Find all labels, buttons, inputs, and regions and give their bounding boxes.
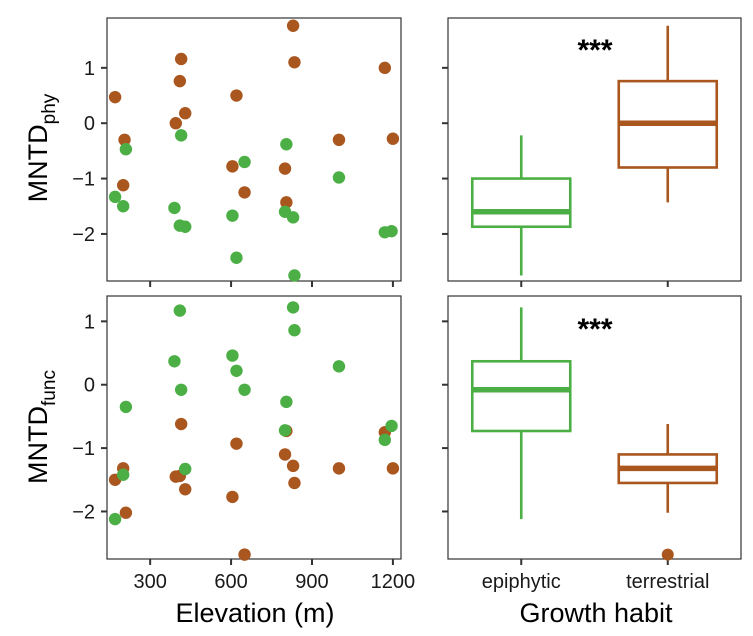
func-scatter-panel: 1 0 −1 −2 300 600 900 1200 bbox=[72, 295, 416, 593]
func-scatter-point-terrestrial bbox=[119, 506, 133, 519]
func-scatter-point-terrestrial bbox=[238, 548, 251, 561]
phy-scatter-point-epiphytic bbox=[238, 155, 251, 169]
func-scatter-point-epiphytic bbox=[173, 304, 187, 317]
func-scatter-point-epiphytic bbox=[378, 433, 392, 447]
func-scatter-border bbox=[106, 295, 402, 560]
y-axis-title-bottom-main: MNTD bbox=[23, 406, 53, 484]
func-box-panel: epiphytic terrestrial bbox=[442, 295, 742, 593]
phy-scatter-point-terrestrial bbox=[174, 52, 188, 66]
func-box-box-epiphytic bbox=[470, 359, 572, 433]
phy-scatter-point-terrestrial bbox=[332, 133, 346, 147]
func-scatter-point-terrestrial bbox=[179, 483, 192, 496]
significance-stars-top: *** bbox=[577, 34, 612, 67]
func-scatter-ytick-label: 0 bbox=[84, 375, 95, 397]
phy-scatter-point-terrestrial bbox=[108, 90, 122, 104]
phy-box-border bbox=[447, 17, 742, 282]
phy-scatter-ytick-label: −2 bbox=[72, 224, 95, 246]
phy-scatter-point-epiphytic bbox=[332, 171, 346, 184]
phy-scatter-panel: 1 0 −1 −2 bbox=[72, 17, 402, 287]
func-scatter-point-terrestrial bbox=[332, 462, 346, 475]
phy-scatter-point-terrestrial bbox=[386, 132, 400, 145]
func-scatter-point-epiphytic bbox=[108, 512, 122, 526]
x-axis-title-elevation: Elevation (m) bbox=[175, 598, 334, 628]
panels: 1 0 −1 −2 1 0 −1 −2 300 600 900 1200 epiphytic terres… bbox=[72, 17, 742, 593]
phy-scatter-point-terrestrial bbox=[169, 117, 182, 130]
phy-scatter-point-terrestrial bbox=[179, 107, 192, 120]
phy-scatter-point-terrestrial bbox=[278, 162, 292, 175]
func-box-xtick-label: epiphytic bbox=[482, 571, 561, 593]
phy-scatter-point-terrestrial bbox=[280, 196, 293, 209]
phy-scatter-point-epiphytic bbox=[168, 201, 181, 215]
func-scatter-point-epiphytic bbox=[179, 462, 192, 476]
func-scatter-point-epiphytic bbox=[286, 301, 300, 314]
y-axis-title-bottom-sub: func bbox=[39, 370, 60, 406]
phy-scatter-point-epiphytic bbox=[226, 209, 239, 222]
phy-scatter-point-terrestrial bbox=[288, 56, 301, 69]
phy-scatter-point-terrestrial bbox=[238, 186, 251, 199]
func-scatter-point-terrestrial bbox=[288, 476, 301, 490]
phy-scatter-border bbox=[106, 17, 402, 282]
func-scatter-point-epiphytic bbox=[174, 383, 188, 396]
func-scatter-xtick-label: 600 bbox=[214, 571, 247, 593]
y-axis-title-top-sub: phy bbox=[39, 93, 60, 124]
func-scatter-ytick-label: 1 bbox=[84, 311, 95, 333]
phy-scatter-ytick-label: −1 bbox=[72, 169, 95, 191]
func-scatter-point-epiphytic bbox=[278, 424, 292, 437]
y-axis-title-bottom: MNTDfunc bbox=[23, 370, 60, 484]
func-scatter-point-epiphytic bbox=[230, 364, 243, 377]
phy-scatter-point-terrestrial bbox=[230, 89, 243, 102]
func-scatter-point-terrestrial bbox=[174, 417, 188, 431]
phy-scatter-point-epiphytic bbox=[288, 269, 301, 282]
func-scatter-point-epiphytic bbox=[385, 419, 398, 433]
phy-scatter-point-epiphytic bbox=[230, 251, 243, 264]
func-scatter-ytick-label: −2 bbox=[72, 501, 95, 523]
func-scatter-point-epiphytic bbox=[119, 400, 133, 414]
phy-scatter-point-epiphytic bbox=[286, 211, 300, 224]
func-scatter-xtick-label: 1200 bbox=[371, 571, 416, 593]
phy-scatter-point-epiphytic bbox=[116, 200, 130, 213]
func-scatter-point-terrestrial bbox=[286, 459, 300, 473]
phy-scatter-point-epiphytic bbox=[280, 138, 293, 151]
phy-scatter-point-terrestrial bbox=[116, 179, 130, 192]
phy-scatter-point-epiphytic bbox=[179, 220, 192, 233]
phy-scatter-point-terrestrial bbox=[118, 133, 131, 147]
significance-stars-bottom: *** bbox=[577, 313, 612, 346]
func-scatter-xtick-label: 900 bbox=[295, 571, 328, 593]
phy-scatter-ytick-label: 1 bbox=[84, 58, 95, 80]
x-axis-title-growth-habit: Growth habit bbox=[519, 598, 673, 628]
func-scatter-point-terrestrial bbox=[278, 448, 292, 461]
phy-scatter-point-epiphytic bbox=[174, 129, 188, 142]
phy-scatter-point-terrestrial bbox=[226, 160, 239, 173]
func-scatter-point-terrestrial bbox=[226, 490, 239, 504]
func-box-border bbox=[447, 295, 742, 560]
func-scatter-point-epiphytic bbox=[280, 395, 293, 409]
func-box-outlier-terrestrial bbox=[661, 548, 674, 561]
func-box-xtick-label: terrestrial bbox=[626, 571, 709, 593]
func-scatter-point-epiphytic bbox=[238, 383, 251, 396]
phy-scatter-point-terrestrial bbox=[286, 19, 300, 32]
func-scatter-point-terrestrial bbox=[386, 462, 400, 475]
phy-scatter-point-epiphytic bbox=[108, 190, 122, 204]
phy-scatter-ytick-label: 0 bbox=[84, 113, 95, 135]
phy-scatter-point-epiphytic bbox=[385, 224, 398, 238]
phy-scatter-point-terrestrial bbox=[378, 61, 392, 75]
phy-scatter-point-terrestrial bbox=[173, 74, 187, 88]
func-scatter-point-epiphytic bbox=[332, 360, 346, 373]
func-scatter-point-epiphytic bbox=[116, 468, 130, 481]
phy-box-panel bbox=[442, 17, 742, 287]
func-scatter-xtick-label: 300 bbox=[133, 571, 166, 593]
func-scatter-ytick-label: −1 bbox=[72, 438, 95, 460]
y-axis-title-top: MNTDphy bbox=[23, 93, 60, 202]
func-scatter-point-epiphytic bbox=[226, 349, 239, 362]
phy-scatter-point-epiphytic bbox=[119, 143, 133, 156]
func-scatter-point-terrestrial bbox=[230, 437, 243, 450]
phy-box-box-epiphytic bbox=[470, 177, 572, 229]
func-scatter-point-epiphytic bbox=[288, 324, 301, 337]
y-axis-title-top-main: MNTD bbox=[23, 124, 53, 202]
func-scatter-point-epiphytic bbox=[168, 355, 181, 368]
